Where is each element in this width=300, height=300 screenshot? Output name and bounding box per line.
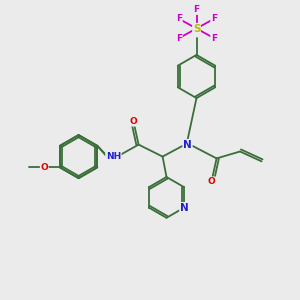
Text: F: F: [176, 14, 182, 23]
Text: O: O: [208, 177, 215, 186]
Text: N: N: [183, 140, 192, 150]
Text: N: N: [180, 202, 188, 213]
Text: F: F: [211, 14, 217, 23]
Text: O: O: [130, 117, 137, 126]
Text: F: F: [176, 34, 182, 43]
Text: F: F: [194, 5, 200, 14]
Text: S: S: [193, 23, 200, 34]
Text: NH: NH: [106, 152, 121, 161]
Text: O: O: [40, 163, 48, 172]
Text: F: F: [211, 34, 217, 43]
